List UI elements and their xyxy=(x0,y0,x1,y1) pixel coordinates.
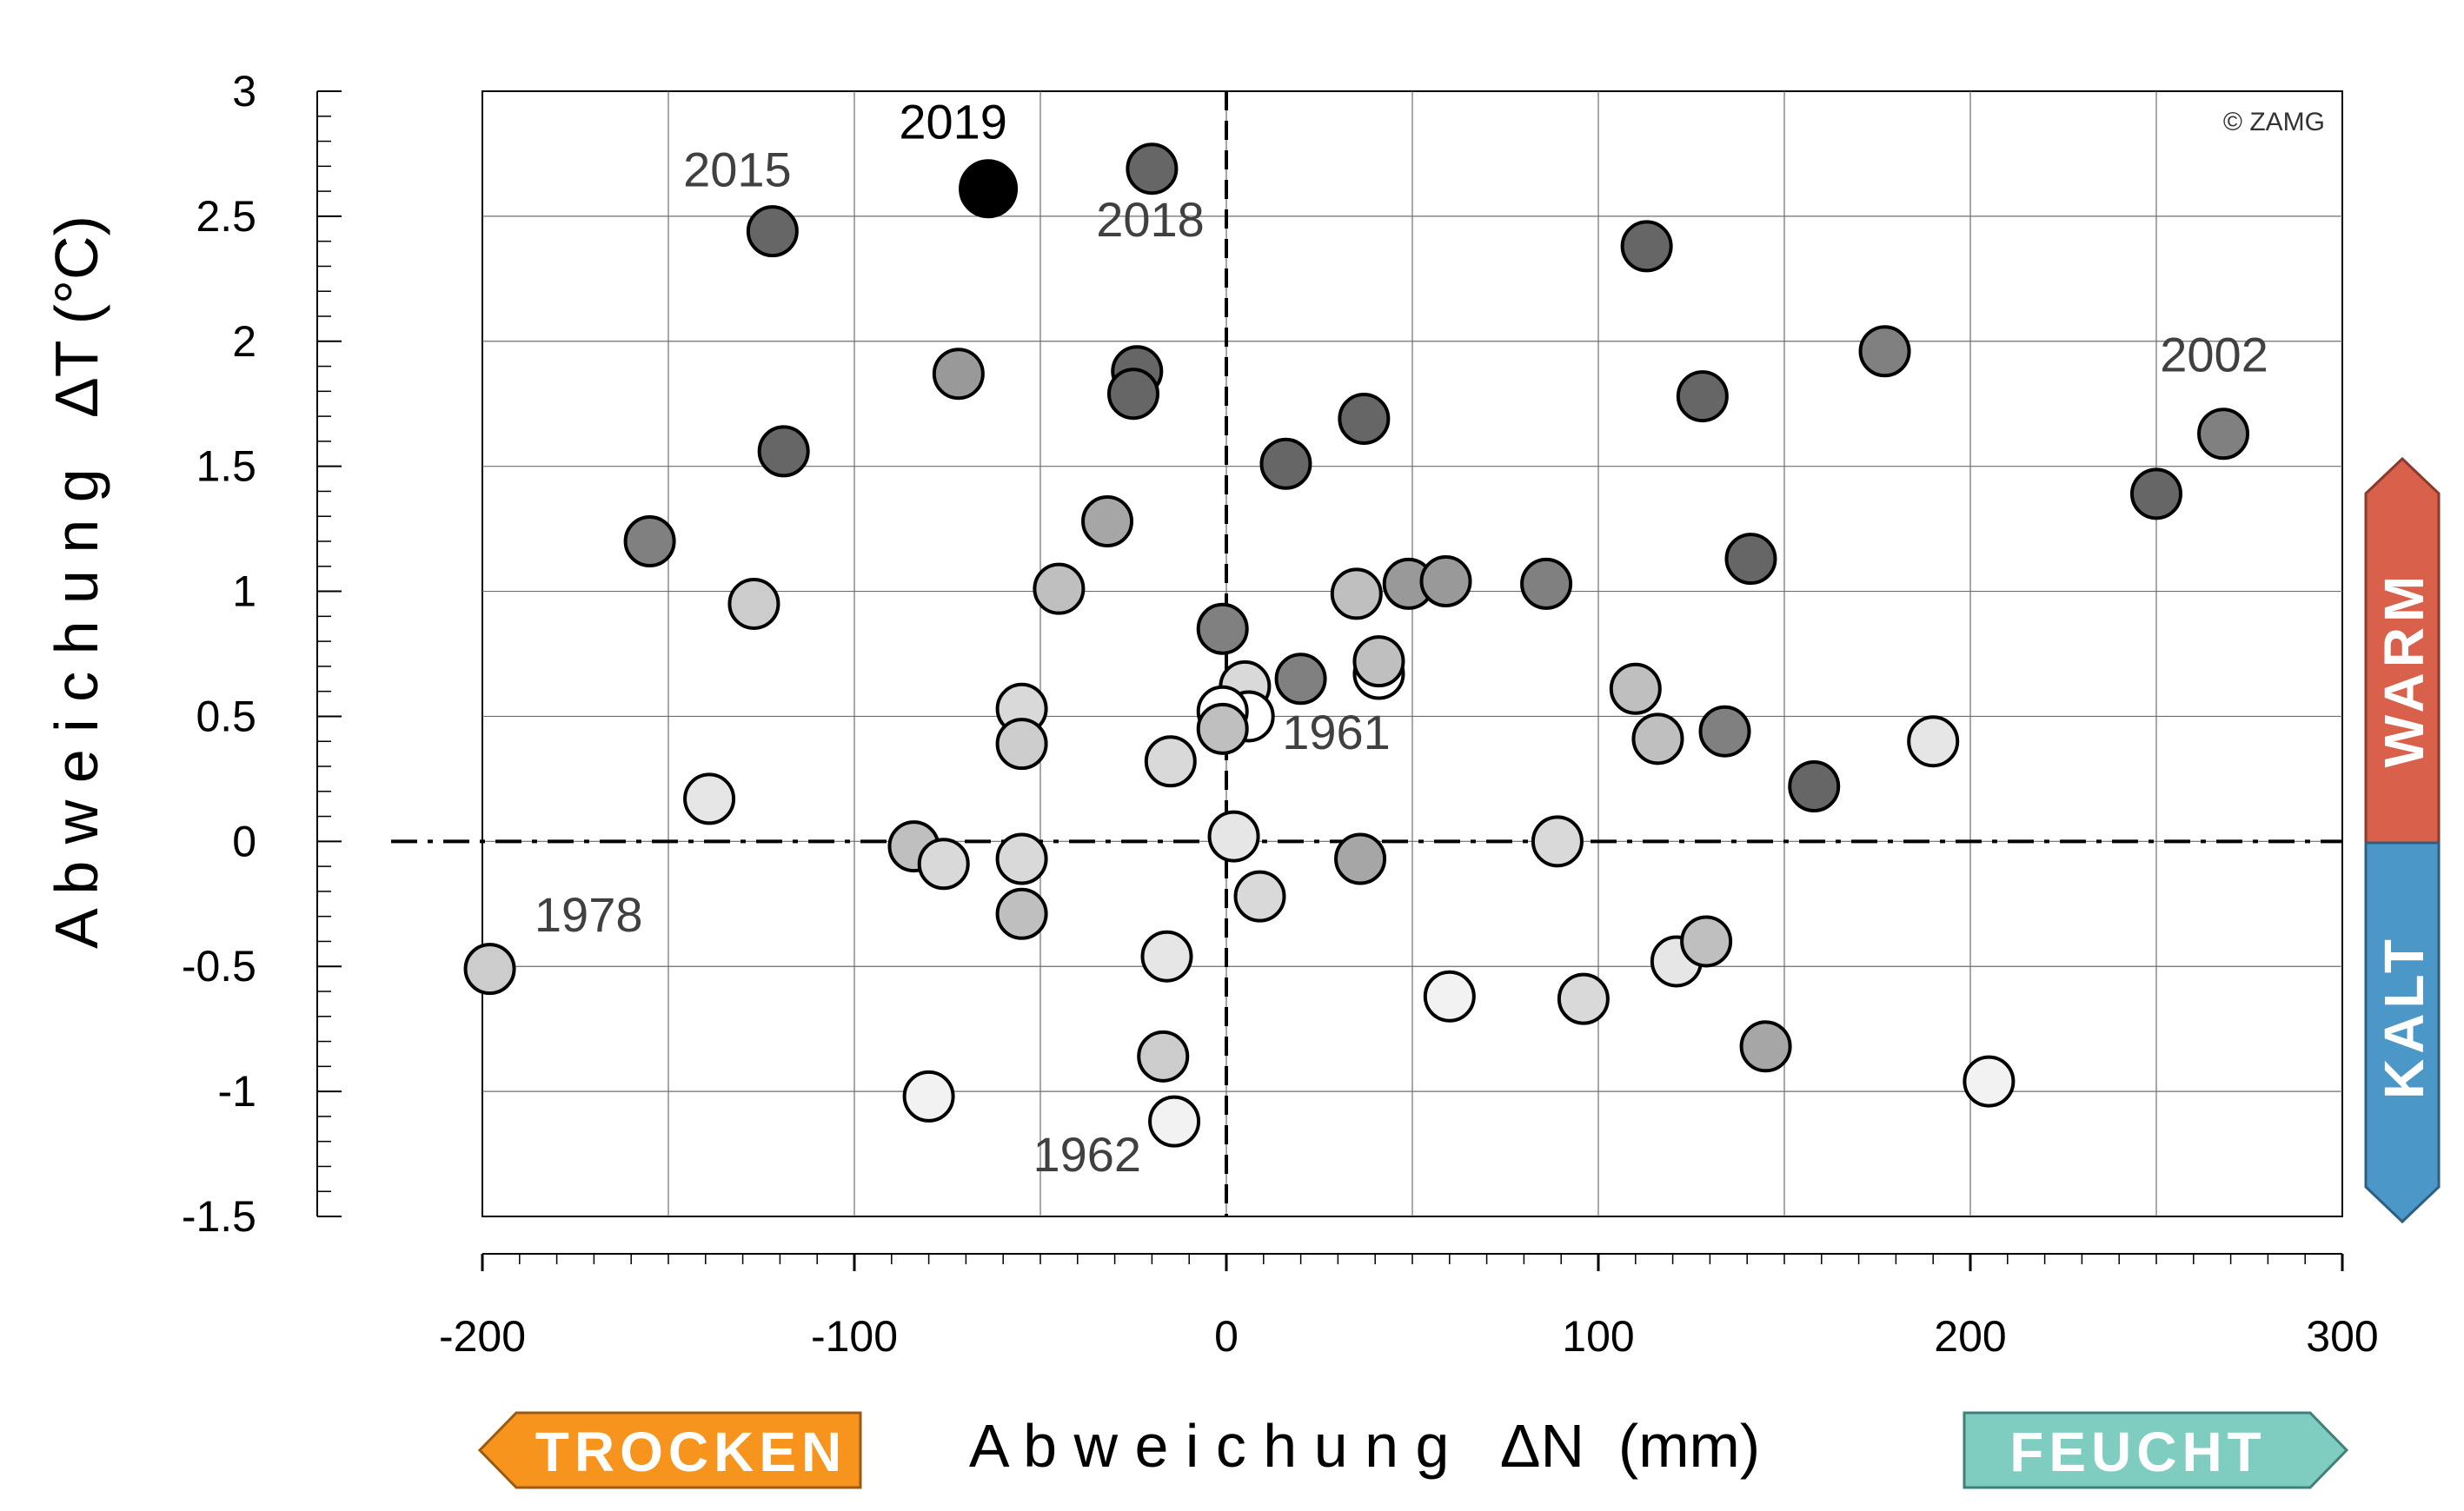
data-point xyxy=(995,832,1048,885)
grid-lines xyxy=(482,90,2343,1217)
year-annotation: 1961 xyxy=(1282,705,1391,759)
wet-badge: FEUCHT xyxy=(1963,1411,2349,1489)
y-axis-label: A b w e i c h u n g ΔT (°C) xyxy=(43,215,110,949)
data-point xyxy=(1352,635,1405,688)
data-point xyxy=(1963,1055,2016,1108)
year-annotations: 2019 2015 2018 2002 1961 1978 1962 xyxy=(535,95,2268,1183)
data-point xyxy=(2130,467,2182,520)
data-point xyxy=(2197,408,2250,461)
y-tick-labels: -1.5 -1 -0.5 0 0.5 1 1.5 2 2.5 3 xyxy=(182,67,256,1241)
highlight-point xyxy=(959,159,1019,219)
data-point xyxy=(757,425,810,478)
temperature-bar: WARM KALT xyxy=(2364,456,2441,1224)
data-point xyxy=(1620,220,1673,273)
data-point xyxy=(1137,1030,1190,1083)
data-point xyxy=(1274,653,1327,706)
data-point xyxy=(1196,702,1249,755)
data-point xyxy=(995,718,1048,771)
y-tick-label: 1 xyxy=(232,567,256,616)
y-tick-label: 3 xyxy=(232,67,256,116)
data-point xyxy=(623,515,676,567)
data-point xyxy=(1557,972,1610,1025)
data-point xyxy=(1338,392,1391,445)
y-tick-label: -0.5 xyxy=(182,942,256,991)
dry-badge: TROCKEN xyxy=(477,1411,862,1489)
copyright-label: © ZAMG xyxy=(2223,108,2325,136)
data-point xyxy=(1531,815,1584,868)
data-point xyxy=(995,887,1048,940)
x-tick-label: 200 xyxy=(1934,1312,2006,1361)
data-point xyxy=(1631,712,1684,765)
year-annotation: 2002 xyxy=(2160,327,2268,381)
data-point xyxy=(1520,557,1573,610)
data-point xyxy=(746,205,799,258)
year-annotation: 2019 xyxy=(899,95,1007,149)
y-tick-label: 2.5 xyxy=(196,192,256,241)
data-point xyxy=(1739,1020,1792,1073)
data-point xyxy=(683,772,736,825)
data-point xyxy=(1196,602,1249,655)
x-tick-label: 300 xyxy=(2306,1312,2378,1361)
data-point xyxy=(1907,715,1960,768)
data-point xyxy=(1330,567,1383,620)
year-annotation: 1978 xyxy=(535,887,643,942)
year-annotation: 2018 xyxy=(1096,192,1205,247)
y-tick-label: -1 xyxy=(218,1067,256,1116)
x-tick-label: 0 xyxy=(1214,1312,1239,1361)
warm-label: WARM xyxy=(2373,571,2435,768)
y-tick-label: 2 xyxy=(232,317,256,366)
year-annotation: 2015 xyxy=(683,142,792,196)
data-point xyxy=(902,1070,955,1123)
x-tick-labels: -200 -100 0 100 200 300 xyxy=(439,1312,2379,1361)
data-point xyxy=(1423,970,1476,1023)
data-point xyxy=(1676,370,1729,423)
x-tick-label: -200 xyxy=(439,1312,526,1361)
data-point xyxy=(1081,494,1134,547)
data-point xyxy=(1680,915,1733,968)
x-axis-label: A b w e i c h u n g ΔN (mm) xyxy=(969,1412,1760,1480)
data-point xyxy=(917,838,970,891)
data-point xyxy=(1334,832,1387,885)
data-point xyxy=(1107,368,1159,421)
data-point xyxy=(1609,662,1662,715)
data-point xyxy=(1724,533,1777,586)
data-point xyxy=(1126,142,1179,196)
data-point xyxy=(1033,562,1086,615)
data-point xyxy=(1144,735,1197,788)
data-point xyxy=(1140,930,1193,983)
data-point xyxy=(1858,325,1911,378)
y-tick-label: 0.5 xyxy=(196,692,256,740)
y-tick-label: 1.5 xyxy=(196,442,256,491)
x-tick-label: 100 xyxy=(1562,1312,1634,1361)
data-point xyxy=(1698,705,1751,758)
data-point xyxy=(1148,1095,1201,1148)
wet-badge-label: FEUCHT xyxy=(2009,1421,2267,1483)
y-tick-label: 0 xyxy=(232,817,256,865)
data-point xyxy=(1259,437,1312,490)
data-point xyxy=(932,348,985,401)
cold-label: KALT xyxy=(2373,934,2435,1099)
data-point xyxy=(727,577,780,630)
axes xyxy=(316,90,2344,1271)
data-point xyxy=(463,943,516,996)
x-tick-label: -100 xyxy=(811,1312,898,1361)
data-point xyxy=(1419,555,1472,608)
dry-badge-label: TROCKEN xyxy=(535,1421,847,1483)
data-points xyxy=(463,142,2250,1148)
data-point xyxy=(1788,760,1841,813)
data-point xyxy=(1233,870,1286,923)
year-annotation: 1962 xyxy=(1033,1127,1141,1182)
y-tick-label: -1.5 xyxy=(182,1192,256,1241)
data-point xyxy=(1207,810,1260,863)
